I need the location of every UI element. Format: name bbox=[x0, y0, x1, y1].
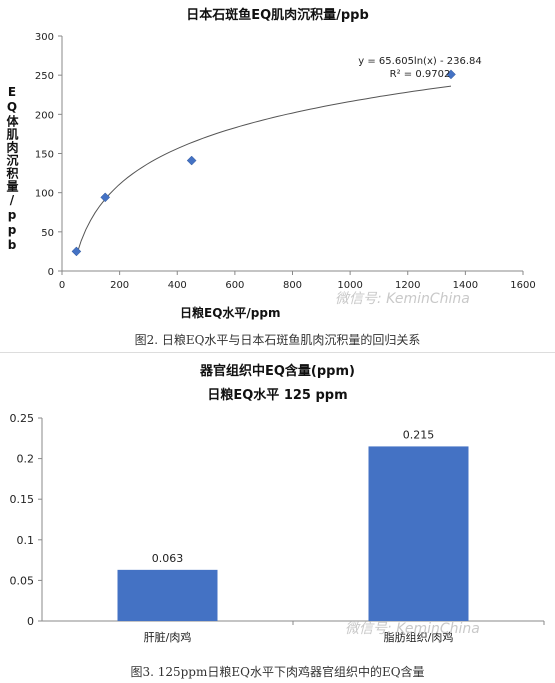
y-tick-label: 0 bbox=[48, 267, 54, 278]
bar-y-tick-label: 0.15 bbox=[10, 493, 35, 506]
figure-caption-3: 图3. 125ppm日粮EQ水平下肉鸡器官组织中的EQ含量 bbox=[130, 665, 425, 679]
data-point bbox=[71, 246, 82, 257]
watermark-2: 微信号: KeminChina bbox=[345, 621, 480, 637]
x-tick-label: 1200 bbox=[395, 280, 420, 291]
trendline-equation: y = 65.605ln(x) - 236.84 bbox=[358, 56, 481, 67]
x-tick-label: 1400 bbox=[453, 280, 478, 291]
data-point bbox=[186, 155, 197, 166]
scatter-plot-area: 0 50 100 150 200 250 300 0 200 400 600 800 1000 1200 1… bbox=[35, 32, 536, 291]
bar-y-tick-label: 0 bbox=[27, 615, 34, 628]
scatter-chart-panel: 日本石斑鱼EQ肌肉沉积量/ppb EQ体肌肉沉积量/ppb 0 50 100 150 2… bbox=[5, 8, 536, 347]
bar bbox=[368, 446, 469, 621]
y-tick-label: 250 bbox=[35, 71, 54, 82]
bar-y-tick-label: 0.2 bbox=[17, 453, 35, 466]
bar-value-label: 0.215 bbox=[403, 428, 435, 441]
x-tick-label: 0 bbox=[59, 280, 65, 291]
x-tick-label: 400 bbox=[168, 280, 187, 291]
bar-y-tick-label: 0.25 bbox=[10, 412, 35, 425]
watermark: 微信号: KeminChina bbox=[335, 291, 470, 307]
bar-category-label: 脂肪组织/肉鸡 bbox=[384, 630, 454, 644]
bar-chart-title: 器官组织中EQ含量(ppm) bbox=[200, 364, 355, 379]
bar-y-tick-label: 0.05 bbox=[10, 574, 35, 587]
scatter-y-axis-label: EQ体肌肉沉积量/ppb bbox=[5, 85, 19, 253]
panel-divider bbox=[0, 352, 555, 353]
x-tick-label: 800 bbox=[283, 280, 302, 291]
x-tick-label: 1000 bbox=[337, 280, 362, 291]
y-tick-label: 100 bbox=[35, 189, 54, 200]
y-tick-label: 150 bbox=[35, 150, 54, 161]
x-tick-label: 600 bbox=[225, 280, 244, 291]
scatter-chart-title: 日本石斑鱼EQ肌肉沉积量/ppb bbox=[186, 8, 369, 23]
figure-caption-2: 图2. 日粮EQ水平与日本石斑鱼肌肉沉积量的回归关系 bbox=[134, 333, 421, 347]
r-squared-label: R² = 0.9702 bbox=[390, 69, 451, 80]
bar-category-label: 肝脏/肉鸡 bbox=[144, 630, 192, 644]
data-point bbox=[446, 69, 456, 80]
scatter-x-axis-label: 日粮EQ水平/ppm bbox=[180, 306, 281, 320]
trendline bbox=[75, 85, 452, 256]
y-tick-label: 300 bbox=[35, 32, 54, 43]
bar-y-tick-label: 0.1 bbox=[17, 534, 35, 547]
y-tick-label: 50 bbox=[41, 228, 54, 239]
x-tick-label: 200 bbox=[110, 280, 129, 291]
bar-chart-panel: 器官组织中EQ含量(ppm) 日粮EQ水平 125 ppm 0 0.05 0.1 0.… bbox=[0, 350, 555, 683]
bar-plot-area: 0 0.05 0.1 0.15 0.2 0.25 0.063 肝脏/肉鸡 0.215 脂肪组织/… bbox=[10, 412, 545, 644]
bar-value-label: 0.063 bbox=[152, 552, 184, 565]
bar bbox=[117, 569, 218, 621]
x-tick-label: 1600 bbox=[510, 280, 535, 291]
y-tick-label: 200 bbox=[35, 110, 54, 121]
data-point bbox=[100, 192, 111, 203]
bar-chart-subtitle: 日粮EQ水平 125 ppm bbox=[207, 388, 348, 403]
